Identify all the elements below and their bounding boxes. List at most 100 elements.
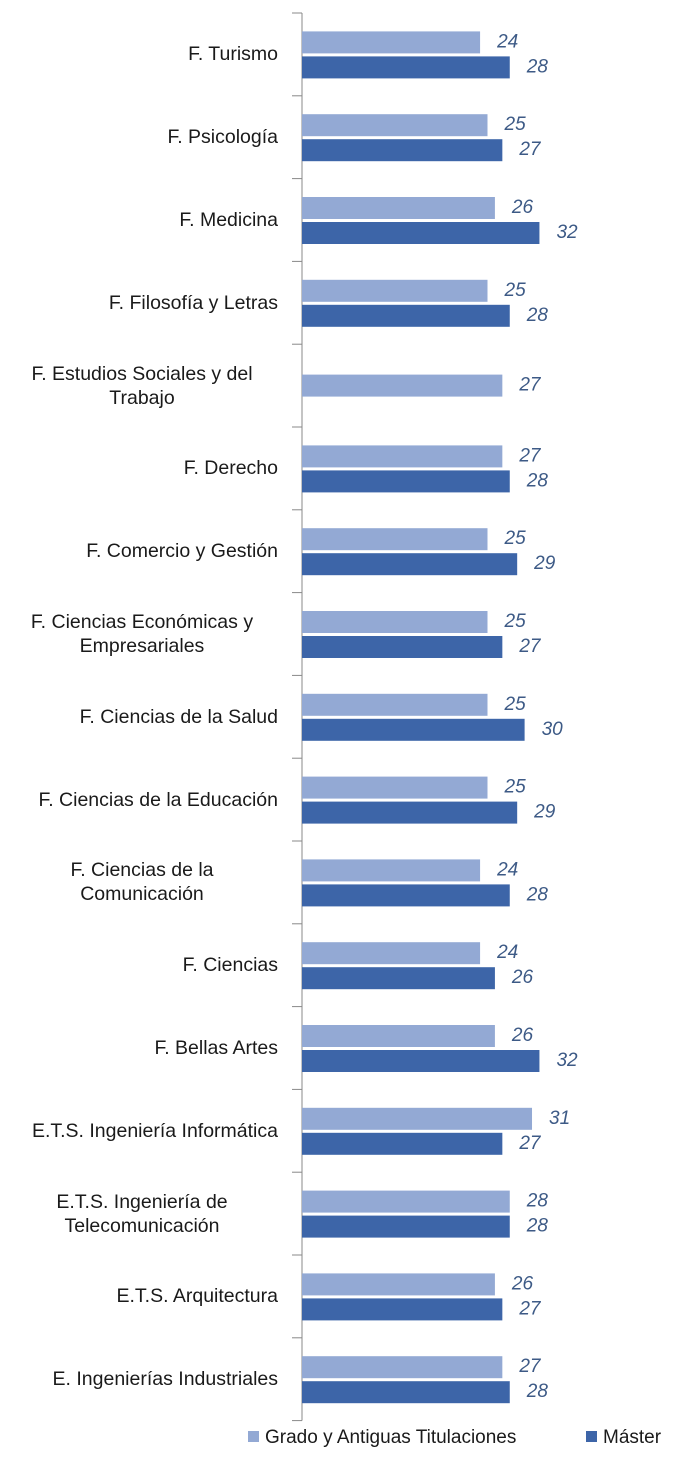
bar <box>302 693 488 716</box>
category-label: F. Derecho <box>6 427 278 510</box>
category-text: E.T.S. Ingeniería de Telecomunicación <box>56 1190 228 1237</box>
category-text: F. Ciencias de la Comunicación <box>70 859 214 906</box>
category-text: E. Ingenierías Industriales <box>52 1368 278 1391</box>
value-label: 27 <box>518 375 542 396</box>
bar <box>302 114 488 137</box>
value-label: 28 <box>526 884 549 905</box>
value-label: 27 <box>518 636 542 657</box>
category-label: F. Estudios Sociales y del Trabajo <box>6 344 278 427</box>
bar <box>302 31 481 54</box>
category-text: F. Psicología <box>167 126 278 149</box>
value-label: 25 <box>504 611 527 632</box>
value-label: 26 <box>511 1273 534 1294</box>
value-label: 28 <box>526 470 549 491</box>
value-label: 28 <box>526 1381 549 1402</box>
value-label: 27 <box>518 1356 542 1377</box>
bar <box>302 967 495 990</box>
legend-label: Grado y Antiguas Titulaciones <box>265 1427 516 1448</box>
category-text: F. Estudios Sociales y del Trabajo <box>31 362 253 409</box>
bar <box>302 374 503 397</box>
bar <box>302 197 495 219</box>
category-label: F. Ciencias de la Educación <box>6 758 278 841</box>
category-label: F. Ciencias Económicas y Empresariales <box>6 593 278 676</box>
value-label: 24 <box>496 942 518 963</box>
value-label: 32 <box>556 1050 578 1071</box>
category-label: F. Ciencias de la Comunicación <box>6 841 278 924</box>
category-label: F. Medicina <box>6 179 278 262</box>
category-label: E.T.S. Arquitectura <box>6 1255 279 1338</box>
value-label: 25 <box>504 694 527 715</box>
category-text: F. Ciencias de la Salud <box>79 705 278 728</box>
bar <box>302 801 518 824</box>
value-label: 25 <box>504 280 527 301</box>
bar <box>302 1356 503 1379</box>
category-label: F. Turismo <box>6 13 278 96</box>
bar <box>302 611 488 633</box>
value-label: 27 <box>518 1133 542 1154</box>
value-label: 26 <box>511 197 534 218</box>
bar <box>302 1190 510 1213</box>
value-label: 27 <box>518 1298 542 1319</box>
category-text: F. Ciencias Económicas y Empresariales <box>30 610 254 657</box>
legend-label: Máster <box>603 1427 662 1448</box>
category-text: F. Bellas Artes <box>154 1036 278 1059</box>
category-text: F. Derecho <box>183 457 278 480</box>
bar <box>302 1050 540 1072</box>
category-text: F. Medicina <box>179 208 278 231</box>
bar <box>302 139 503 162</box>
bar <box>302 279 488 302</box>
value-label: 24 <box>496 859 518 880</box>
value-label: 27 <box>518 139 542 160</box>
bar <box>302 1298 503 1321</box>
category-label: F. Filosofía y Letras <box>6 261 278 344</box>
bar <box>302 1107 533 1130</box>
bar <box>302 1381 510 1404</box>
bar <box>302 884 510 907</box>
value-label: 31 <box>549 1108 570 1129</box>
category-label: E.T.S. Ingeniería de Telecomunicación <box>6 1172 278 1255</box>
category-text: F. Comercio y Gestión <box>86 540 278 563</box>
value-label: 28 <box>526 1216 549 1237</box>
category-text: F. Turismo <box>188 43 278 66</box>
value-label: 29 <box>533 553 556 574</box>
value-label: 26 <box>511 967 534 988</box>
legend-swatch <box>586 1431 597 1442</box>
category-label: F. Ciencias <box>6 924 278 1007</box>
value-label: 27 <box>518 445 542 466</box>
bar <box>302 636 503 658</box>
category-label: E.T.S. Ingeniería Informática <box>6 1089 278 1172</box>
bar <box>302 528 488 551</box>
bar <box>302 859 481 882</box>
bar <box>302 222 540 244</box>
bar <box>302 304 510 327</box>
category-text: E.T.S. Ingeniería Informática <box>31 1119 278 1142</box>
value-label: 29 <box>533 802 556 823</box>
category-label: E. Ingenierías Industriales <box>6 1338 278 1421</box>
value-label: 28 <box>526 56 549 77</box>
value-label: 28 <box>526 1191 549 1212</box>
value-label: 25 <box>504 114 527 135</box>
category-text: F. Ciencias <box>182 954 278 977</box>
legend-swatch <box>248 1431 259 1442</box>
category-label: F. Bellas Artes <box>6 1007 278 1090</box>
value-label: 30 <box>542 719 564 740</box>
bar <box>302 470 510 493</box>
bar <box>302 1132 503 1155</box>
bar <box>302 1273 495 1296</box>
category-label: F. Ciencias de la Salud <box>6 675 278 758</box>
value-label: 24 <box>496 31 518 52</box>
bar <box>302 553 518 576</box>
value-label: 32 <box>556 222 578 243</box>
bar <box>302 56 510 79</box>
category-label: F. Comercio y Gestión <box>6 510 278 593</box>
category-label: F. Psicología <box>6 96 278 179</box>
bar <box>302 445 503 468</box>
bar <box>302 942 481 965</box>
bar <box>302 1215 510 1238</box>
category-text: F. Ciencias de la Educación <box>38 788 278 811</box>
category-text: F. Filosofía y Letras <box>108 291 278 314</box>
value-label: 25 <box>504 528 527 549</box>
value-label: 26 <box>511 1025 534 1046</box>
